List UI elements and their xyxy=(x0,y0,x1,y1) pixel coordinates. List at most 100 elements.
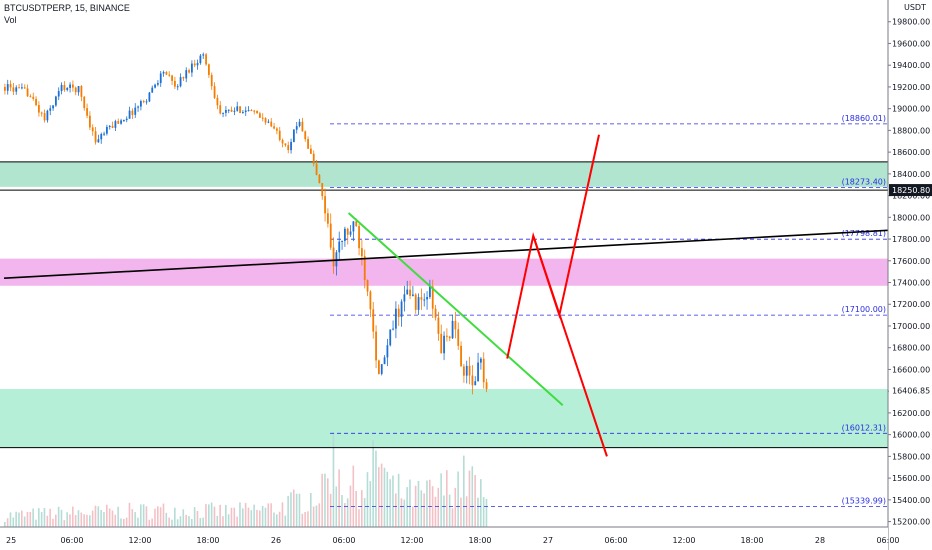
volume-bar xyxy=(284,515,287,527)
currency-label: USDT xyxy=(904,3,926,12)
candle-body xyxy=(46,110,49,121)
candle-body xyxy=(60,84,63,92)
candle-body xyxy=(120,120,122,124)
candle-body xyxy=(157,83,159,85)
volume-bar xyxy=(278,511,281,527)
volume-bar xyxy=(35,519,37,527)
candle-body xyxy=(386,345,389,358)
volume-bar xyxy=(426,480,428,527)
candle-body xyxy=(182,77,185,79)
candle-body xyxy=(434,308,437,318)
volume-bar xyxy=(159,507,162,527)
candle-body xyxy=(49,108,52,111)
volume-bar xyxy=(72,506,74,527)
candle-body xyxy=(446,335,448,337)
volume-bar xyxy=(196,510,199,527)
volume-bar xyxy=(267,503,270,527)
candle-body xyxy=(431,286,434,309)
volume-bar xyxy=(293,489,295,527)
volume-bar xyxy=(123,518,125,527)
volume-bar xyxy=(108,508,111,527)
projection-path xyxy=(506,134,608,457)
candle-body xyxy=(188,70,190,73)
volume-bar xyxy=(344,503,346,527)
volume-bar xyxy=(406,487,408,527)
candle-body xyxy=(57,91,60,97)
volume-bar xyxy=(77,510,80,527)
candle-body xyxy=(151,87,154,93)
volume-bar xyxy=(247,507,250,527)
volume-bar xyxy=(213,506,216,527)
candle-body xyxy=(233,110,236,112)
volume-bar xyxy=(273,512,275,527)
candle-body xyxy=(159,73,162,84)
volume-bar xyxy=(117,506,119,527)
volume-bar xyxy=(91,510,94,527)
volume-bar xyxy=(395,493,397,527)
candle-body xyxy=(417,297,420,310)
candle-body xyxy=(310,148,312,154)
y-tick-label: 15800.00 xyxy=(892,452,930,461)
volume-bar xyxy=(482,497,485,527)
candle-body xyxy=(321,183,324,197)
level-label: (17798.81) xyxy=(842,229,886,238)
candle-body xyxy=(477,362,479,382)
volume-bar xyxy=(97,506,100,527)
candle-body xyxy=(80,86,83,97)
candle-body xyxy=(74,87,77,93)
y-tick-label: 19200.00 xyxy=(892,83,930,92)
volume-bar xyxy=(256,510,258,527)
volume-bar xyxy=(465,496,468,527)
candle-body xyxy=(298,121,301,127)
volume-bar xyxy=(46,515,49,527)
level-label: (15339.99) xyxy=(842,496,886,505)
volume-bar xyxy=(210,502,213,527)
volume-bar xyxy=(151,518,153,527)
candle-body xyxy=(154,84,156,88)
candle-body xyxy=(327,213,329,224)
candle-body xyxy=(465,365,468,376)
candle-body xyxy=(392,328,394,330)
volume-bar xyxy=(49,508,51,527)
candle-body xyxy=(429,286,431,298)
candle-body xyxy=(125,118,128,121)
candle-body xyxy=(86,108,88,116)
candle-body xyxy=(108,125,111,127)
candle-body xyxy=(369,291,372,310)
volume-bar xyxy=(12,517,15,527)
candle-body xyxy=(247,110,250,112)
candle-body xyxy=(97,139,100,143)
candle-body xyxy=(335,252,338,267)
volume-bar xyxy=(358,509,360,527)
black-trendline xyxy=(3,229,889,279)
candle-body xyxy=(176,86,179,88)
volume-bar xyxy=(366,472,369,527)
chart-symbol-title: BTCUSDTPERP, 15, BINANCE xyxy=(4,3,130,13)
candle-body xyxy=(380,364,383,374)
candle-body xyxy=(165,72,168,75)
volume-bar xyxy=(188,516,190,527)
level-label: (18860.01) xyxy=(842,114,886,123)
candle-body xyxy=(210,74,213,87)
horizontal-lines xyxy=(0,161,888,449)
trendlines xyxy=(3,212,889,407)
candle-body xyxy=(205,54,207,65)
y-tick-label: 19600.00 xyxy=(892,39,930,48)
candle-body xyxy=(414,294,417,310)
volume-bar xyxy=(83,514,85,527)
volume-bar xyxy=(148,519,151,527)
volume-bar xyxy=(281,502,284,527)
candle-body xyxy=(123,120,125,122)
volume-bars xyxy=(4,432,488,527)
volume-bar xyxy=(227,514,230,527)
volume-bar xyxy=(131,509,134,527)
candle-body xyxy=(222,112,224,114)
candle-body xyxy=(199,55,202,64)
volume-bar xyxy=(443,495,445,527)
candle-body xyxy=(259,113,261,118)
volume-bar xyxy=(137,517,139,527)
volume-bar xyxy=(26,511,29,527)
volume-bar xyxy=(52,518,54,527)
candle-body xyxy=(131,110,134,115)
